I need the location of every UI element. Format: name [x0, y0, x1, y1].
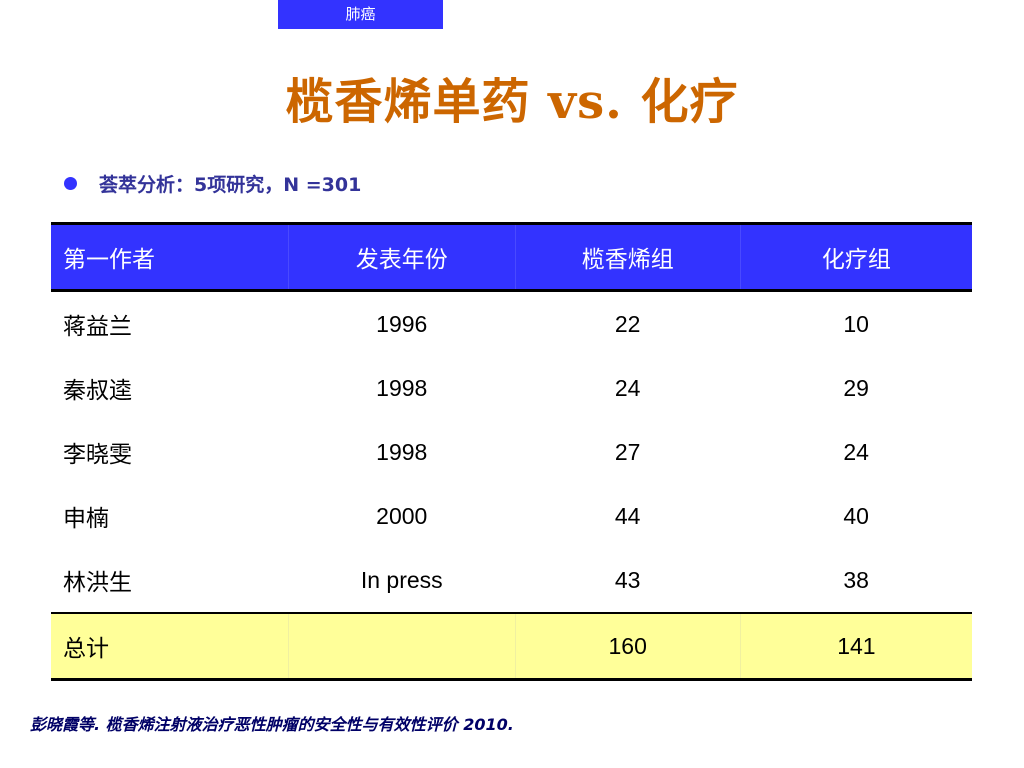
- table-total-row: 总计 160 141: [51, 612, 972, 681]
- header-elemene-group: 榄香烯组: [515, 222, 741, 292]
- cell-year: In press: [360, 566, 443, 593]
- cell-elemene: 43: [614, 566, 641, 593]
- table-header-row: 第一作者 发表年份 榄香烯组 化疗组: [51, 222, 972, 292]
- table-row: 李晓雯 1998 27 24: [51, 420, 972, 484]
- cell-chemo: 10: [843, 310, 869, 337]
- cell-author: 蒋益兰: [63, 313, 132, 339]
- cell-elemene: 24: [614, 374, 641, 401]
- study-table: 第一作者 发表年份 榄香烯组 化疗组 蒋益兰 1996 22 10 秦叔逵 19…: [51, 222, 972, 681]
- cell-author: 秦叔逵: [63, 377, 132, 403]
- cell-chemo: 38: [843, 566, 869, 593]
- cell-author: 林洪生: [63, 569, 132, 595]
- bullet-dot-icon: [64, 176, 77, 190]
- total-elemene: 160: [515, 612, 741, 681]
- header-chemo-group: 化疗组: [740, 222, 972, 292]
- cell-year: 1998: [376, 374, 428, 401]
- bullet-point: 荟萃分析：5项研究，N =301: [64, 168, 361, 198]
- table-row: 秦叔逵 1998 24 29: [51, 356, 972, 420]
- cell-elemene: 44: [614, 502, 641, 529]
- cell-chemo: 24: [843, 438, 869, 465]
- cell-chemo: 29: [843, 374, 869, 401]
- cell-elemene: 22: [614, 310, 641, 337]
- table-row: 林洪生 In press 43 38: [51, 548, 972, 613]
- cell-year: 1996: [376, 310, 428, 337]
- total-label: 总计: [51, 612, 289, 681]
- table-row: 蒋益兰 1996 22 10: [51, 291, 972, 357]
- reference-footnote: 彭晓霞等. 榄香烯注射液治疗恶性肿瘤的安全性与有效性评价 2010.: [30, 715, 514, 734]
- slide-title: 榄香烯单药 vs. 化疗: [285, 74, 739, 130]
- header-author: 第一作者: [51, 222, 289, 292]
- total-year: [288, 612, 516, 681]
- header-year: 发表年份: [288, 222, 516, 292]
- bullet-text: 荟萃分析：5项研究，N =301: [99, 173, 362, 196]
- topic-tag: 肺癌: [278, 0, 443, 29]
- total-chemo: 141: [740, 612, 972, 681]
- cell-year: 1998: [376, 438, 428, 465]
- cell-author: 李晓雯: [63, 441, 132, 467]
- table-row: 申楠 2000 44 40: [51, 484, 972, 548]
- cell-elemene: 27: [614, 438, 641, 465]
- cell-year: 2000: [376, 502, 428, 529]
- cell-author: 申楠: [63, 505, 109, 531]
- cell-chemo: 40: [843, 502, 869, 529]
